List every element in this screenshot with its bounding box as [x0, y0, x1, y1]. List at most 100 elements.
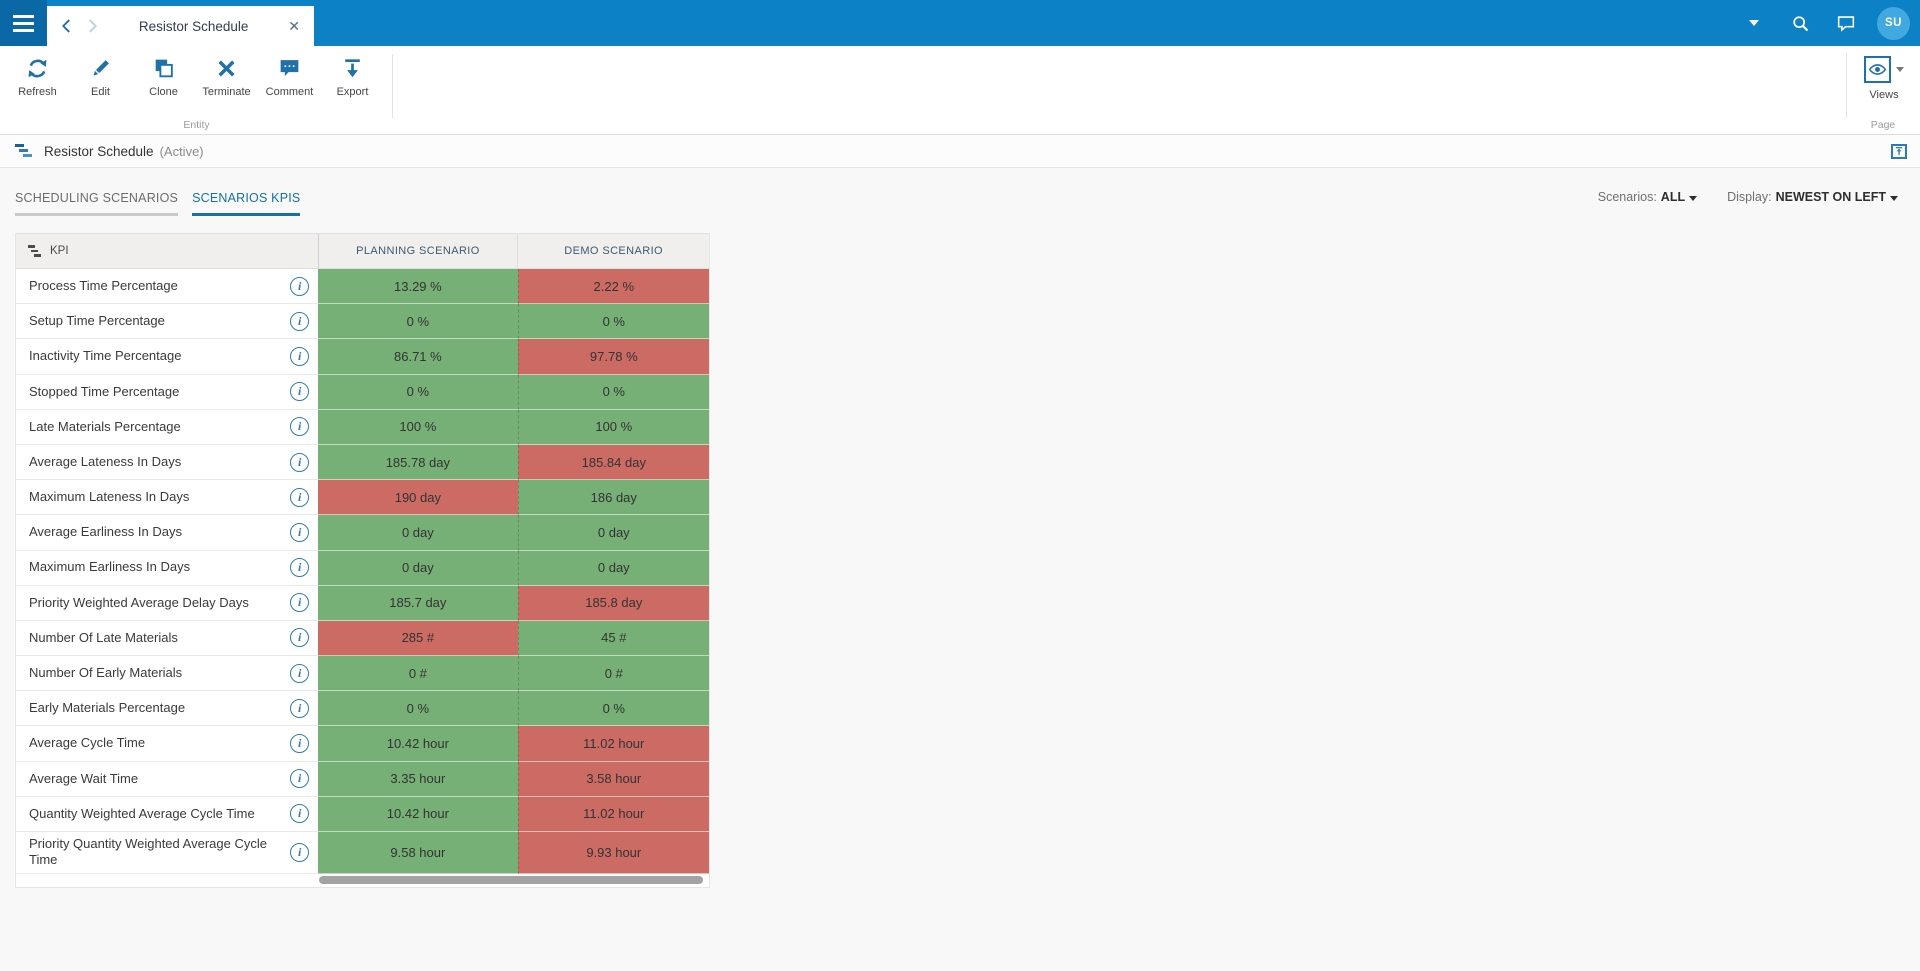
- search-icon: [1792, 15, 1808, 31]
- button-label: Export: [336, 86, 369, 98]
- demo-scenario-value-cell: 45 #: [517, 620, 709, 657]
- comment-icon: [1837, 16, 1855, 32]
- schedule-gantt-icon: [15, 144, 33, 158]
- demo-scenario-value-cell: 0 day: [517, 515, 709, 551]
- clone-button[interactable]: Clone: [132, 53, 195, 98]
- info-button[interactable]: i: [290, 276, 310, 296]
- table-body: Process Time Percentage i 13.29 % 2.22 %…: [16, 269, 709, 874]
- comment-button[interactable]: Comment: [258, 53, 321, 98]
- promote-button[interactable]: [1891, 143, 1907, 159]
- planning-scenario-value-cell: 0 day: [318, 515, 518, 551]
- button-label: Refresh: [18, 86, 57, 98]
- info-button[interactable]: i: [290, 522, 310, 542]
- table-row: Late Materials Percentage i 100 % 100 %: [16, 409, 709, 445]
- kpi-cell: Late Materials Percentage i: [16, 410, 319, 445]
- kpi-label: Stopped Time Percentage: [29, 383, 180, 399]
- info-button[interactable]: i: [290, 663, 310, 683]
- kpi-label: Maximum Lateness In Days: [29, 489, 190, 505]
- window-menu-button[interactable]: [1731, 0, 1777, 46]
- kpi-cell: Setup Time Percentage i: [16, 304, 319, 340]
- kpi-cell: Priority Quantity Weighted Average Cycle…: [16, 832, 319, 874]
- chevron-down-icon: [1896, 67, 1904, 72]
- edit-button[interactable]: Edit: [69, 53, 132, 98]
- top-bar: Resistor Schedule ✕ SU: [0, 0, 1920, 46]
- scenarios-filter[interactable]: Scenarios: ALL: [1598, 190, 1698, 204]
- messages-button[interactable]: [1823, 0, 1869, 46]
- demo-scenario-value-cell: 0 day: [517, 550, 709, 586]
- planning-scenario-value-cell: 0 %: [318, 691, 518, 727]
- search-button[interactable]: [1777, 0, 1823, 46]
- table-row: Priority Weighted Average Delay Days i 1…: [16, 585, 709, 621]
- refresh-icon: [28, 59, 47, 78]
- scenarios-filter-value: ALL: [1660, 190, 1686, 204]
- views-button[interactable]: [1864, 56, 1904, 83]
- kpi-hierarchy-icon: [28, 245, 42, 257]
- terminate-button[interactable]: Terminate: [195, 53, 258, 98]
- display-filter[interactable]: Display: NEWEST ON LEFT: [1727, 190, 1898, 204]
- open-tab-title[interactable]: Resistor Schedule: [138, 18, 249, 34]
- table-row: Average Earliness In Days i 0 day 0 day: [16, 515, 709, 551]
- info-button[interactable]: i: [290, 311, 310, 331]
- table-row: Stopped Time Percentage i 0 % 0 %: [16, 374, 709, 410]
- tab-scenarios-kpis[interactable]: SCENARIOS KPIS: [192, 191, 301, 216]
- info-button[interactable]: i: [290, 593, 310, 613]
- table-row: Setup Time Percentage i 0 % 0 %: [16, 304, 709, 340]
- refresh-button[interactable]: Refresh: [6, 53, 69, 98]
- export-button[interactable]: Export: [321, 53, 384, 98]
- info-button[interactable]: i: [290, 698, 310, 718]
- export-icon: [345, 59, 360, 78]
- info-button[interactable]: i: [290, 346, 310, 366]
- kpi-cell: Maximum Earliness In Days i: [16, 551, 319, 586]
- info-button[interactable]: i: [290, 842, 310, 862]
- demo-scenario-value-cell: 3.58 hour: [517, 761, 709, 797]
- kpi-cell: Quantity Weighted Average Cycle Time i: [16, 797, 319, 832]
- info-button[interactable]: i: [290, 452, 310, 472]
- demo-scenario-value-cell: 186 day: [517, 480, 709, 516]
- forward-button[interactable]: [79, 6, 105, 46]
- table-header: KPI PLANNING SCENARIO DEMO SCENARIO: [16, 233, 709, 269]
- demo-scenario-value-cell: 0 %: [517, 304, 709, 340]
- user-avatar[interactable]: SU: [1877, 6, 1910, 40]
- display-filter-label: Display:: [1727, 190, 1772, 204]
- info-button[interactable]: i: [290, 804, 310, 824]
- info-button[interactable]: i: [290, 769, 310, 789]
- demo-scenario-value-cell: 185.84 day: [517, 444, 709, 481]
- info-button[interactable]: i: [290, 487, 310, 507]
- table-row: Maximum Lateness In Days i 190 day 186 d…: [16, 480, 709, 516]
- main-menu-button[interactable]: [0, 0, 47, 46]
- hamburger-icon: [13, 14, 34, 18]
- kpi-label: Maximum Earliness In Days: [29, 559, 191, 575]
- kpi-label: Priority Quantity Weighted Average Cycle…: [29, 836, 267, 868]
- scenario-tabs-row: SCHEDULING SCENARIOS SCENARIOS KPIS Scen…: [0, 168, 1920, 216]
- planning-scenario-value-cell: 0 %: [318, 374, 518, 410]
- tab-scheduling-scenarios[interactable]: SCHEDULING SCENARIOS: [15, 191, 179, 216]
- kpi-cell: Early Materials Percentage i: [16, 691, 319, 727]
- info-button[interactable]: i: [290, 558, 310, 578]
- x-icon: [218, 60, 235, 77]
- info-button[interactable]: i: [290, 734, 310, 754]
- page-group: Views Page: [1846, 46, 1920, 134]
- column-header-planning-scenario[interactable]: PLANNING SCENARIO: [319, 234, 519, 268]
- kpi-label: Quantity Weighted Average Cycle Time: [29, 805, 255, 821]
- info-button[interactable]: i: [290, 628, 310, 648]
- table-row: Average Cycle Time i 10.42 hour 11.02 ho…: [16, 726, 709, 762]
- entity-group-label: Entity: [183, 119, 210, 131]
- table-row: Maximum Earliness In Days i 0 day 0 day: [16, 550, 709, 586]
- kpi-label: Priority Weighted Average Delay Days: [29, 594, 249, 610]
- page-group-label: Page: [1870, 119, 1896, 131]
- column-header-demo-scenario[interactable]: DEMO SCENARIO: [564, 245, 663, 257]
- tab-close-button[interactable]: ✕: [282, 18, 306, 35]
- info-button[interactable]: i: [290, 382, 310, 402]
- table-row: Average Wait Time i 3.35 hour 3.58 hour: [16, 761, 709, 797]
- planning-scenario-value-cell: 0 %: [318, 304, 518, 340]
- planning-scenario-value-cell: 9.58 hour: [318, 832, 518, 874]
- planning-scenario-value-cell: 86.71 %: [318, 339, 518, 375]
- kpi-label: Late Materials Percentage: [29, 418, 181, 434]
- kpi-cell: Maximum Lateness In Days i: [16, 480, 319, 516]
- kpi-label: Average Earliness In Days: [29, 524, 182, 540]
- promote-up-icon: [1895, 147, 1903, 155]
- scrollbar-thumb[interactable]: [319, 875, 703, 884]
- info-button[interactable]: i: [290, 417, 310, 437]
- demo-scenario-value-cell: 11.02 hour: [517, 726, 709, 762]
- back-button[interactable]: [53, 6, 79, 46]
